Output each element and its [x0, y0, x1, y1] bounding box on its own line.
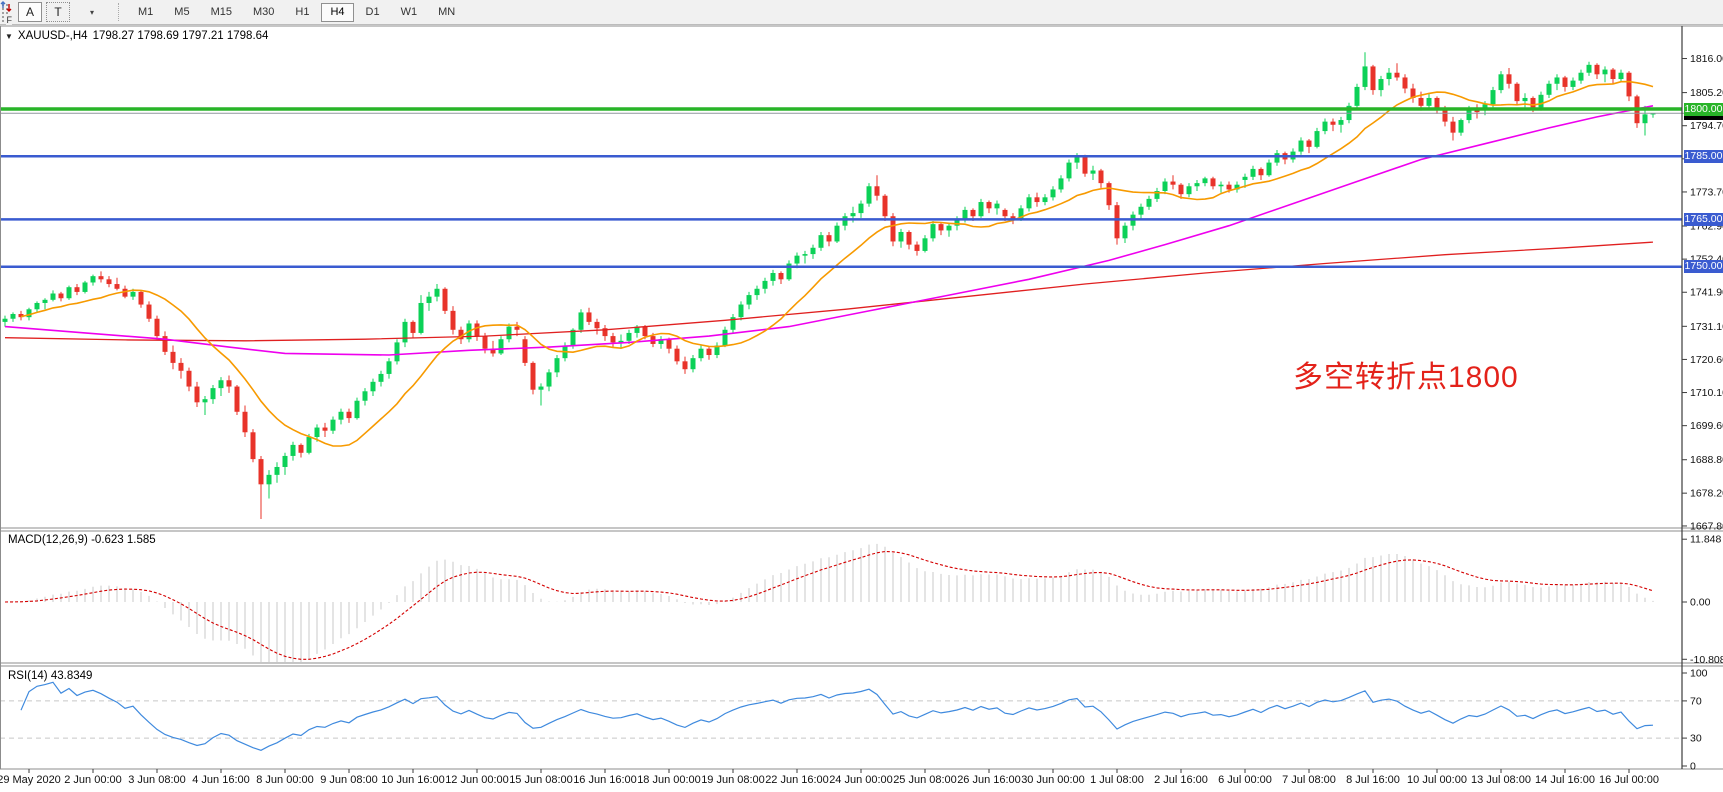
annotation-text: 多空转折点1800: [1293, 361, 1519, 394]
price-line-badge-1750-00: 1750.00: [1684, 260, 1723, 274]
svg-text:29 May 2020: 29 May 2020: [0, 774, 61, 786]
price-line-badge-1785-00: 1785.00: [1684, 149, 1723, 163]
svg-text:25 Jun 08:00: 25 Jun 08:00: [893, 774, 957, 786]
svg-text:1 Jul 08:00: 1 Jul 08:00: [1090, 774, 1144, 786]
time-axis[interactable]: 29 May 2020 2 Jun 00:00 3 Jun 08:00 4 Jun 1…: [0, 769, 1659, 786]
chart-title: ▼ XAUUSD-,H4 1798.27 1798.69 1797.21 179…: [5, 30, 268, 42]
svg-text:16 Jun 16:00: 16 Jun 16:00: [573, 774, 637, 786]
svg-text:1688.80: 1688.80: [1690, 454, 1723, 466]
svg-text:-10.808: -10.808: [1690, 654, 1723, 666]
svg-text:1678.20: 1678.20: [1690, 488, 1723, 500]
svg-text:0.00: 0.00: [1690, 597, 1711, 609]
svg-text:1720.60: 1720.60: [1690, 354, 1723, 366]
horizontal-lines-layer[interactable]: [0, 107, 1723, 268]
indicators-dropdown-button[interactable]: ▾: [0, 1, 108, 22]
svg-text:18 Jun 00:00: 18 Jun 00:00: [637, 774, 701, 786]
chart-title-ohlc: 1798.27 1798.69 1797.21 1798.64: [92, 30, 269, 42]
svg-text:24 Jun 00:00: 24 Jun 00:00: [829, 774, 893, 786]
timeframe-button-m1[interactable]: M1: [129, 3, 162, 22]
candles-layer: [2, 52, 1656, 520]
svg-text:70: 70: [1690, 695, 1702, 707]
svg-text:30 Jun 00:00: 30 Jun 00:00: [1021, 774, 1085, 786]
svg-text:1710.10: 1710.10: [1690, 387, 1723, 399]
svg-text:2 Jun 00:00: 2 Jun 00:00: [64, 774, 122, 786]
svg-text:26 Jun 16:00: 26 Jun 16:00: [957, 774, 1021, 786]
svg-text:6 Jul 00:00: 6 Jul 00:00: [1218, 774, 1272, 786]
macd-name: MACD(12,26,9): [8, 534, 88, 546]
svg-text:1667.80: 1667.80: [1690, 520, 1723, 532]
svg-text:11.848: 11.848: [1690, 534, 1721, 546]
toolbar-handle-label: F: [5, 14, 12, 25]
timeframe-button-m30[interactable]: M30: [244, 3, 283, 22]
chart-title-symbol: XAUUSD-,H4: [17, 30, 88, 42]
svg-text:15 Jun 08:00: 15 Jun 08:00: [509, 774, 573, 786]
svg-text:1794.70: 1794.70: [1690, 120, 1723, 132]
macd-layer: [4, 543, 1654, 662]
svg-text:10 Jul 00:00: 10 Jul 00:00: [1407, 774, 1467, 786]
price-line-badge-1765-00: 1765.00: [1684, 212, 1723, 226]
svg-text:7 Jul 08:00: 7 Jul 08:00: [1282, 774, 1336, 786]
rsi-value: 43.8349: [50, 670, 93, 682]
svg-text:9 Jun 08:00: 9 Jun 08:00: [320, 774, 378, 786]
toolbar-separator: [118, 3, 125, 21]
price-line-badge-1800-00: 1800.00: [1684, 102, 1723, 116]
svg-text:2 Jul 16:00: 2 Jul 16:00: [1154, 774, 1208, 786]
svg-text:3 Jun 08:00: 3 Jun 08:00: [128, 774, 186, 786]
svg-text:100: 100: [1690, 668, 1708, 680]
svg-text:4 Jun 16:00: 4 Jun 16:00: [192, 774, 250, 786]
text-label-tool-button[interactable]: T: [46, 2, 70, 22]
svg-text:16 Jul 00:00: 16 Jul 00:00: [1599, 774, 1659, 786]
svg-text:1816.00: 1816.00: [1690, 53, 1723, 65]
timeframe-button-h1[interactable]: H1: [286, 3, 318, 22]
timeframe-button-d1[interactable]: D1: [357, 3, 389, 22]
svg-text:13 Jul 08:00: 13 Jul 08:00: [1471, 774, 1531, 786]
svg-text:1773.70: 1773.70: [1690, 186, 1723, 198]
svg-text:1699.60: 1699.60: [1690, 420, 1723, 432]
svg-text:30: 30: [1690, 733, 1702, 745]
timeframe-button-m15[interactable]: M15: [202, 3, 241, 22]
timeframe-button-h4[interactable]: H4: [321, 2, 354, 22]
rsi-label: RSI(14) 43.8349: [8, 670, 92, 682]
svg-text:19 Jun 08:00: 19 Jun 08:00: [701, 774, 765, 786]
timeframe-button-m5[interactable]: M5: [165, 3, 198, 22]
toolbar-drag-handle[interactable]: F: [0, 2, 12, 25]
arrow-tool-button[interactable]: A: [18, 2, 42, 22]
chevron-down-icon: ▾: [89, 7, 94, 17]
macd-label: MACD(12,26,9) -0.623 1.585: [8, 534, 156, 546]
svg-text:1731.10: 1731.10: [1690, 321, 1723, 333]
svg-text:8 Jul 16:00: 8 Jul 16:00: [1346, 774, 1400, 786]
panel-frames: [0, 25, 1723, 770]
macd-values: -0.623 1.585: [91, 534, 156, 546]
toolbar: F A T ▾ M1 M5 M15 M30 H1 H4 D1 W1 MN: [0, 0, 1723, 25]
symbol-dropdown-icon[interactable]: ▼: [5, 31, 13, 41]
svg-text:14 Jul 16:00: 14 Jul 16:00: [1535, 774, 1595, 786]
timeframe-button-mn[interactable]: MN: [429, 3, 464, 22]
rsi-layer: [0, 681, 1682, 751]
svg-text:1741.90: 1741.90: [1690, 287, 1723, 299]
svg-text:10 Jun 16:00: 10 Jun 16:00: [381, 774, 445, 786]
svg-text:12 Jun 00:00: 12 Jun 00:00: [445, 774, 509, 786]
svg-text:22 Jun 16:00: 22 Jun 16:00: [765, 774, 829, 786]
svg-text:0: 0: [1690, 761, 1696, 773]
timeframe-button-w1[interactable]: W1: [392, 3, 427, 22]
svg-text:8 Jun 00:00: 8 Jun 00:00: [256, 774, 314, 786]
rsi-name: RSI(14): [8, 670, 48, 682]
timeframe-group: M1 M5 M15 M30 H1 H4 D1 W1 MN: [129, 2, 464, 22]
svg-text:1805.20: 1805.20: [1690, 87, 1723, 99]
